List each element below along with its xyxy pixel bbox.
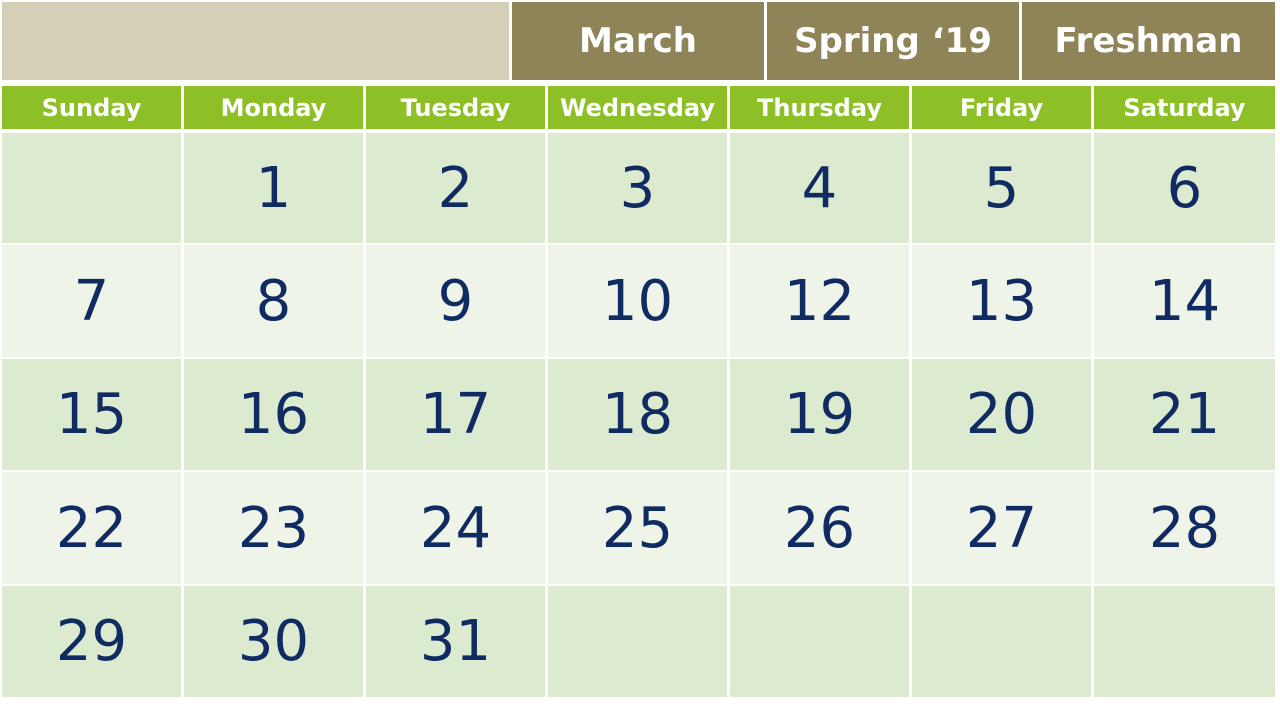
empty-date-cell [912,586,1091,697]
weekday-header-row: Sunday Monday Tuesday Wednesday Thursday… [0,84,1280,131]
date-cell: 26 [730,472,909,584]
date-cell: 2 [366,133,545,243]
date-cell: 7 [2,245,181,357]
date-cell: 31 [366,586,545,697]
weekday-saturday: Saturday [1094,86,1275,129]
date-cell: 14 [1094,245,1275,357]
date-cell: 12 [730,245,909,357]
date-cell: 13 [912,245,1091,357]
date-cell: 23 [184,472,363,584]
level-label: Freshman [1022,2,1275,80]
weekday-monday: Monday [184,86,363,129]
date-cell: 9 [366,245,545,357]
date-cell: 21 [1094,359,1275,470]
month-label: March [512,2,764,80]
date-cell: 3 [548,133,727,243]
date-cell: 27 [912,472,1091,584]
date-cell: 4 [730,133,909,243]
date-cell: 17 [366,359,545,470]
term-label: Spring ‘19 [767,2,1019,80]
empty-date-cell [1094,586,1275,697]
date-cell: 1 [184,133,363,243]
empty-date-cell [548,586,727,697]
weekday-tuesday: Tuesday [366,86,545,129]
date-cell: 15 [2,359,181,470]
weekday-wednesday: Wednesday [548,86,727,129]
date-cell: 25 [548,472,727,584]
date-cell: 6 [1094,133,1275,243]
weekday-thursday: Thursday [730,86,909,129]
date-cell: 8 [184,245,363,357]
empty-date-cell [2,133,181,243]
date-cell: 20 [912,359,1091,470]
weekday-friday: Friday [912,86,1091,129]
date-cell: 5 [912,133,1091,243]
date-cell: 10 [548,245,727,357]
calendar-header: March Spring ‘19 Freshman [0,0,1280,84]
date-cell: 24 [366,472,545,584]
date-cell: 16 [184,359,363,470]
date-cell: 29 [2,586,181,697]
header-blank-panel [2,2,509,80]
date-cell: 30 [184,586,363,697]
date-cell: 22 [2,472,181,584]
date-cell: 18 [548,359,727,470]
weekday-sunday: Sunday [2,86,181,129]
date-cell: 19 [730,359,909,470]
date-cell: 28 [1094,472,1275,584]
empty-date-cell [730,586,909,697]
